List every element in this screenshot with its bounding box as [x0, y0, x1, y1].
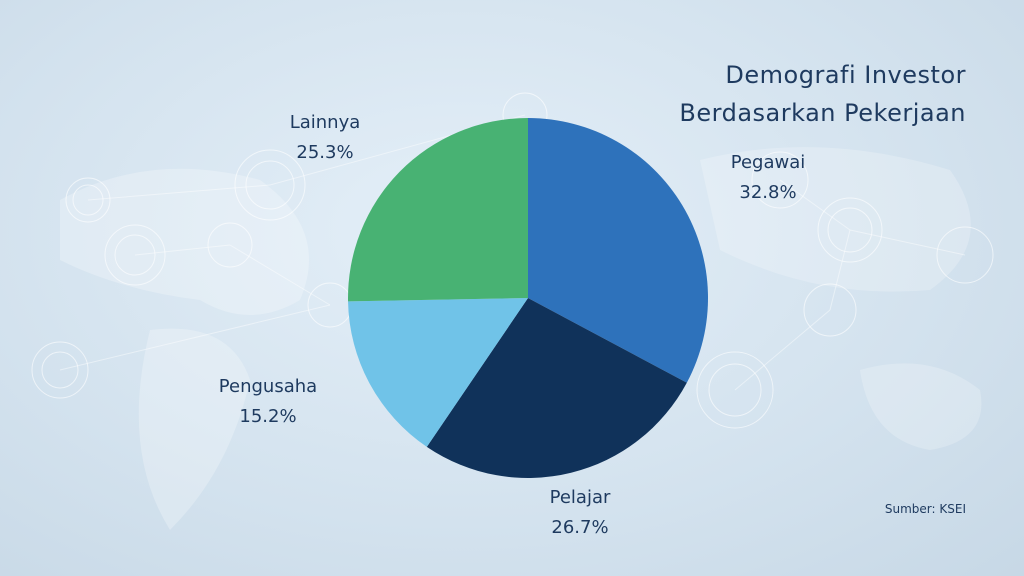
pie-slice	[528, 118, 709, 383]
slice-label: Pengusaha	[219, 376, 317, 397]
slice-value-label: 15.2%	[239, 406, 296, 427]
background-network	[31, 92, 994, 530]
source-note: Sumber: KSEI	[884, 502, 966, 516]
pie-slice	[426, 298, 687, 478]
chart-title: Demografi Investor Berdasarkan Pekerjaan	[679, 61, 966, 127]
slice-label: Lainnya	[290, 112, 361, 133]
slice-value-label: 25.3%	[296, 142, 353, 163]
pie-slice	[348, 118, 528, 302]
pie-slice	[348, 298, 528, 447]
slice-value-label: 32.8%	[739, 182, 796, 203]
slice-label: Pelajar	[550, 487, 611, 508]
slice-value-label: 26.7%	[551, 517, 608, 538]
slice-label: Pegawai	[731, 152, 806, 173]
